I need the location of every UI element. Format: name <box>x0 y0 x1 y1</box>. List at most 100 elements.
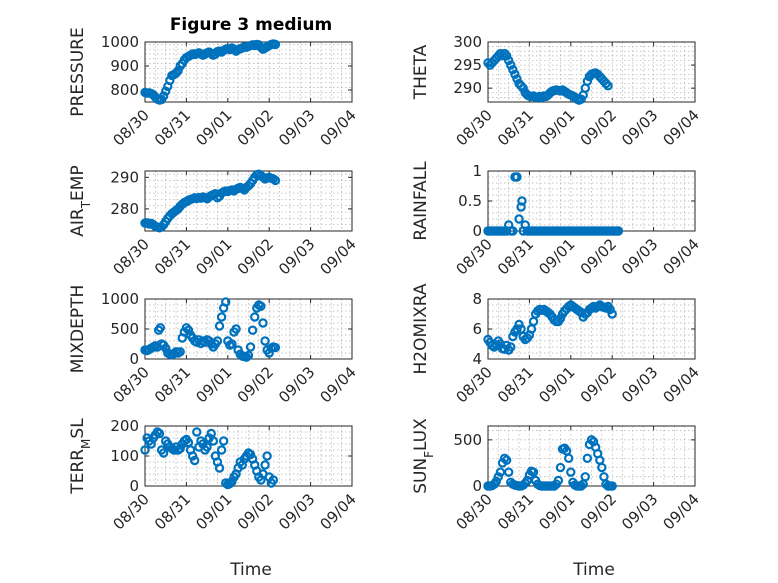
data-point <box>231 324 241 334</box>
x-tick-label: 08/31 <box>151 363 194 406</box>
x-tick-label: 08/30 <box>453 363 496 406</box>
data-point <box>256 301 266 311</box>
data-point <box>512 172 522 182</box>
x-tick-label: 09/04 <box>660 490 703 533</box>
x-tick-label: 08/31 <box>151 106 194 149</box>
data-point <box>501 51 512 61</box>
y-tick-label: 100 <box>110 447 139 465</box>
data-point <box>212 336 223 346</box>
data-point <box>245 449 256 460</box>
y-axis-label-mixdepth: MIXDEPTH <box>68 285 88 374</box>
data-point <box>165 75 175 86</box>
axes-box-theta <box>487 41 696 103</box>
y-tick-label: 295 <box>453 56 482 74</box>
data-point <box>597 462 607 473</box>
x-tick-label: 09/02 <box>577 235 620 278</box>
y-axis-label-pressure: PRESSURE <box>68 27 88 116</box>
data-point <box>508 226 518 236</box>
x-tick-label: 08/30 <box>110 363 153 406</box>
x-tick-label: 09/04 <box>660 235 703 278</box>
x-tick-label: 09/02 <box>234 106 277 149</box>
data-point <box>214 321 225 331</box>
data-point <box>580 472 590 482</box>
data-point <box>160 86 171 96</box>
data-point <box>260 460 270 470</box>
y-tick-label: 0 <box>129 350 139 368</box>
y-tick-label: 1000 <box>101 290 139 308</box>
x-tick-label: 09/01 <box>192 490 235 533</box>
x-tick-label: 09/03 <box>618 235 661 278</box>
y-tick-label: 6 <box>472 320 482 338</box>
y-tick-label: 0.5 <box>458 192 482 210</box>
data-point <box>175 347 185 357</box>
data-point <box>582 76 593 86</box>
x-tick-label: 09/04 <box>317 363 360 406</box>
x-tick-label: 08/31 <box>494 490 537 533</box>
y-axis-label-rainfall: RAINFALL <box>411 161 431 241</box>
data-point <box>154 428 165 439</box>
y-tick-label: 4 <box>472 350 482 368</box>
data-point <box>260 336 270 346</box>
data-point <box>262 451 272 461</box>
data-point <box>247 325 258 335</box>
data-point <box>202 442 212 452</box>
data-point <box>508 64 518 75</box>
data-point <box>508 331 518 342</box>
data-point <box>264 348 274 358</box>
x-tick-label: 08/31 <box>151 235 194 278</box>
x-tick-label: 08/31 <box>151 490 194 533</box>
data-point <box>158 91 169 101</box>
data-point <box>528 467 539 477</box>
y-tick-label: 500 <box>110 320 139 338</box>
data-point <box>512 324 522 334</box>
data-point <box>607 309 617 319</box>
axes-box-air-temp <box>144 170 353 232</box>
data-point <box>225 478 235 489</box>
x-tick-label: 08/31 <box>494 363 537 406</box>
data-point <box>553 475 564 486</box>
data-point <box>192 427 202 437</box>
data-point <box>566 467 576 477</box>
y-tick-label: 300 <box>453 33 482 51</box>
x-tick-label: 08/30 <box>110 106 153 149</box>
data-point <box>517 196 527 206</box>
y-tick-label: 290 <box>110 168 139 186</box>
x-tick-label: 09/03 <box>618 106 661 149</box>
x-axis-label-left: Time <box>229 560 272 580</box>
data-point <box>504 467 514 477</box>
data-point <box>183 325 194 335</box>
y-tick-label: 200 <box>110 417 139 435</box>
data-point <box>493 472 504 482</box>
y-tick-label: 800 <box>110 81 139 99</box>
data-point <box>564 453 574 464</box>
data-point <box>250 312 260 322</box>
x-tick-label: 08/30 <box>453 106 496 149</box>
data-point <box>214 463 225 473</box>
y-tick-label: 500 <box>453 431 482 449</box>
y-tick-label: 0 <box>472 477 482 495</box>
y-axis-label-air-temp: AIRTEMP <box>68 165 93 236</box>
figure-title: Figure 3 medium <box>170 15 332 35</box>
y-axis-label-sun-flux: SUNFLUX <box>411 418 436 494</box>
x-tick-label: 09/02 <box>234 490 277 533</box>
data-point <box>518 83 528 93</box>
axes-box-h2omixra <box>487 298 696 360</box>
x-tick-label: 09/02 <box>577 106 620 149</box>
x-tick-label: 08/30 <box>110 490 153 533</box>
x-tick-label: 09/02 <box>234 235 277 278</box>
data-point <box>510 69 520 80</box>
data-point <box>504 55 514 66</box>
data-point <box>613 226 624 236</box>
x-tick-label: 09/04 <box>660 363 703 406</box>
x-tick-label: 09/04 <box>317 490 360 533</box>
data-point <box>514 214 524 224</box>
x-tick-label: 09/01 <box>535 235 578 278</box>
data-point <box>268 475 279 485</box>
x-tick-label: 09/02 <box>234 363 277 406</box>
axes-box-terr-msl <box>144 425 353 487</box>
data-point <box>175 443 185 454</box>
